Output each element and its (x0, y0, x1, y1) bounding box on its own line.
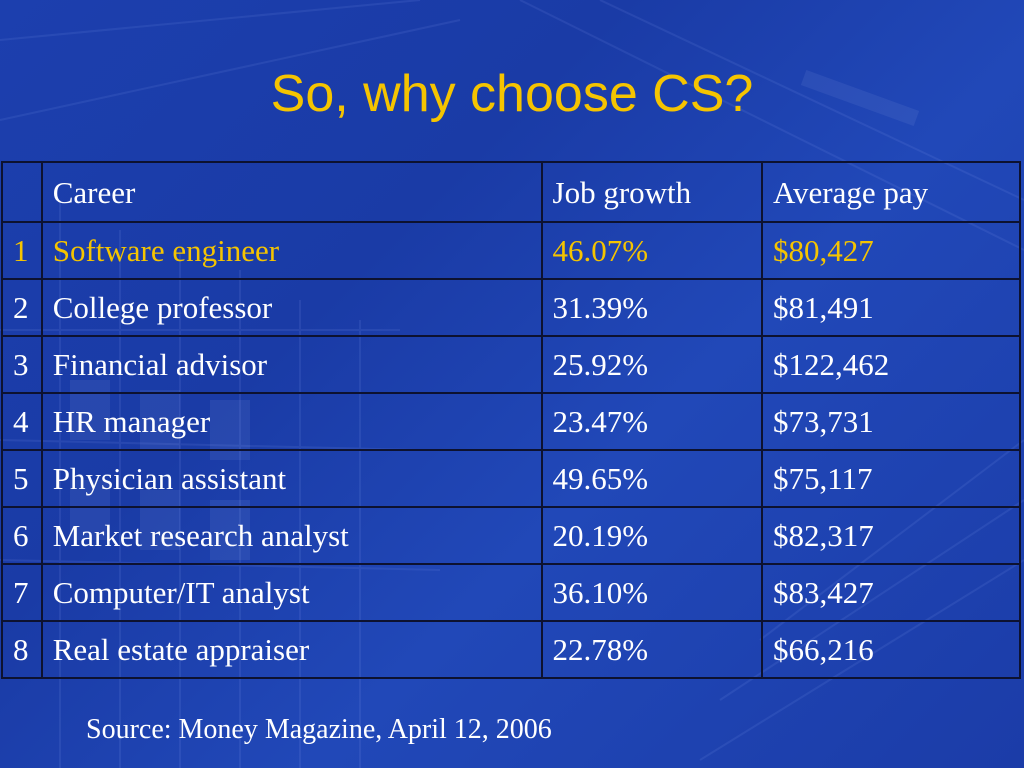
table-row: 7 Computer/IT analyst 36.10% $83,427 (1, 563, 1022, 622)
job-growth-cell: 20.19% (540, 506, 763, 565)
career-cell: Computer/IT analyst (40, 563, 543, 622)
career-cell: Physician assistant (40, 449, 543, 508)
career-cell: Market research analyst (40, 506, 543, 565)
career-table: Career Job growth Average pay 1 Software eng… (1, 161, 1022, 679)
job-growth-cell: 36.10% (540, 563, 763, 622)
rank-cell: 6 (1, 506, 43, 565)
job-growth-cell: 46.07% (540, 221, 763, 280)
job-growth-cell: 49.65% (540, 449, 763, 508)
header-rank (1, 161, 43, 223)
average-pay-cell: $82,317 (760, 506, 1022, 565)
average-pay-cell: $75,117 (760, 449, 1022, 508)
average-pay-cell: $73,731 (760, 392, 1022, 451)
rank-cell: 4 (1, 392, 43, 451)
career-cell: College professor (40, 278, 543, 337)
page-title: So, why choose CS? (270, 65, 754, 123)
average-pay-cell: $81,491 (760, 278, 1022, 337)
career-cell: Software engineer (40, 221, 543, 280)
career-cell: Financial advisor (40, 335, 543, 394)
rank-cell: 7 (1, 563, 43, 622)
table-row: 4 HR manager 23.47% $73,731 (1, 392, 1022, 451)
job-growth-cell: 22.78% (540, 620, 763, 679)
career-cell: HR manager (40, 392, 543, 451)
rank-cell: 1 (1, 221, 43, 280)
rank-cell: 8 (1, 620, 43, 679)
job-growth-cell: 23.47% (540, 392, 763, 451)
job-growth-cell: 25.92% (540, 335, 763, 394)
table-header-row: Career Job growth Average pay (1, 161, 1022, 223)
job-growth-cell: 31.39% (540, 278, 763, 337)
header-average-pay: Average pay (760, 161, 1022, 223)
table-row: 2 College professor 31.39% $81,491 (1, 278, 1022, 337)
table-row: 5 Physician assistant 49.65% $75,117 (1, 449, 1022, 508)
average-pay-cell: $122,462 (760, 335, 1022, 394)
table-row: 3 Financial advisor 25.92% $122,462 (1, 335, 1022, 394)
career-cell: Real estate appraiser (40, 620, 543, 679)
source-caption: Source: Money Magazine, April 12, 2006 (86, 714, 552, 745)
table-row: 1 Software engineer 46.07% $80,427 (1, 221, 1022, 280)
table-row: 6 Market research analyst 20.19% $82,317 (1, 506, 1022, 565)
header-career: Career (40, 161, 543, 223)
rank-cell: 3 (1, 335, 43, 394)
rank-cell: 2 (1, 278, 43, 337)
header-job-growth: Job growth (540, 161, 763, 223)
rank-cell: 5 (1, 449, 43, 508)
table-row: 8 Real estate appraiser 22.78% $66,216 (1, 620, 1022, 679)
average-pay-cell: $66,216 (760, 620, 1022, 679)
average-pay-cell: $80,427 (760, 221, 1022, 280)
average-pay-cell: $83,427 (760, 563, 1022, 622)
